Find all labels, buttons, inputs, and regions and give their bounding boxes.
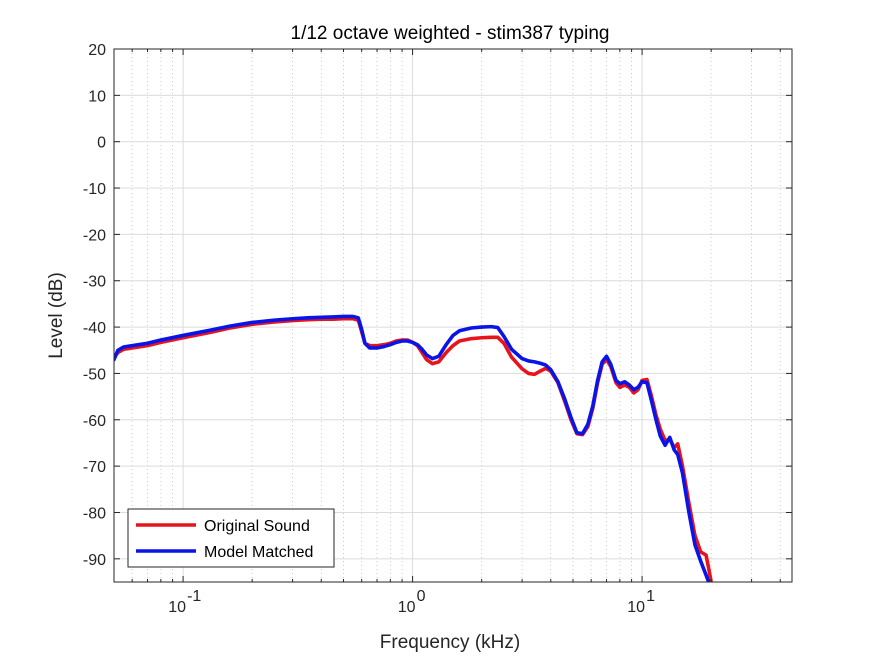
x-axis-title: Frequency (kHz)	[380, 632, 520, 653]
y-tick-label: -70	[83, 459, 106, 476]
y-axis-title: Level (dB)	[46, 272, 67, 359]
y-tick-label: -10	[83, 181, 106, 198]
plot-area	[114, 49, 792, 582]
x-tick-label-exponent: 1	[646, 588, 655, 605]
legend-label: Model Matched	[204, 544, 313, 561]
legend-label: Original Sound	[204, 518, 310, 535]
chart-title: 1/12 octave weighted - stim387 typing	[291, 23, 610, 44]
y-tick-label: 0	[97, 135, 106, 152]
axis-ticks	[113, 48, 792, 582]
y-tick-label: -50	[83, 366, 106, 383]
legend: Original Sound Model Matched	[127, 508, 335, 568]
y-tick-label: -30	[83, 274, 106, 291]
x-tick-label-base: 10	[398, 599, 416, 616]
series-line-model-matched	[114, 314, 711, 582]
legend-box	[127, 508, 335, 568]
y-tick-label: -90	[83, 552, 106, 569]
y-tick-label: -60	[83, 413, 106, 430]
y-tick-label: -80	[83, 505, 106, 522]
y-tick-label: 10	[88, 88, 106, 105]
y-tick-label: -40	[83, 320, 106, 337]
y-tick-label: 20	[88, 42, 106, 59]
major-grid	[114, 48, 792, 582]
y-tick-labels: 20 10 0 -10 -20 -30 -40 -50 -60 -70 -80 -90	[83, 42, 106, 569]
series-layer	[114, 314, 713, 582]
x-tick-label-base: 10	[627, 599, 645, 616]
y-tick-label: -20	[83, 227, 106, 244]
minor-grid	[113, 49, 781, 582]
x-tick-label-exponent: 0	[417, 588, 426, 605]
plot-frame	[113, 48, 793, 583]
x-tick-label-exponent: -1	[187, 588, 201, 605]
x-tick-label-base: 10	[168, 599, 186, 616]
